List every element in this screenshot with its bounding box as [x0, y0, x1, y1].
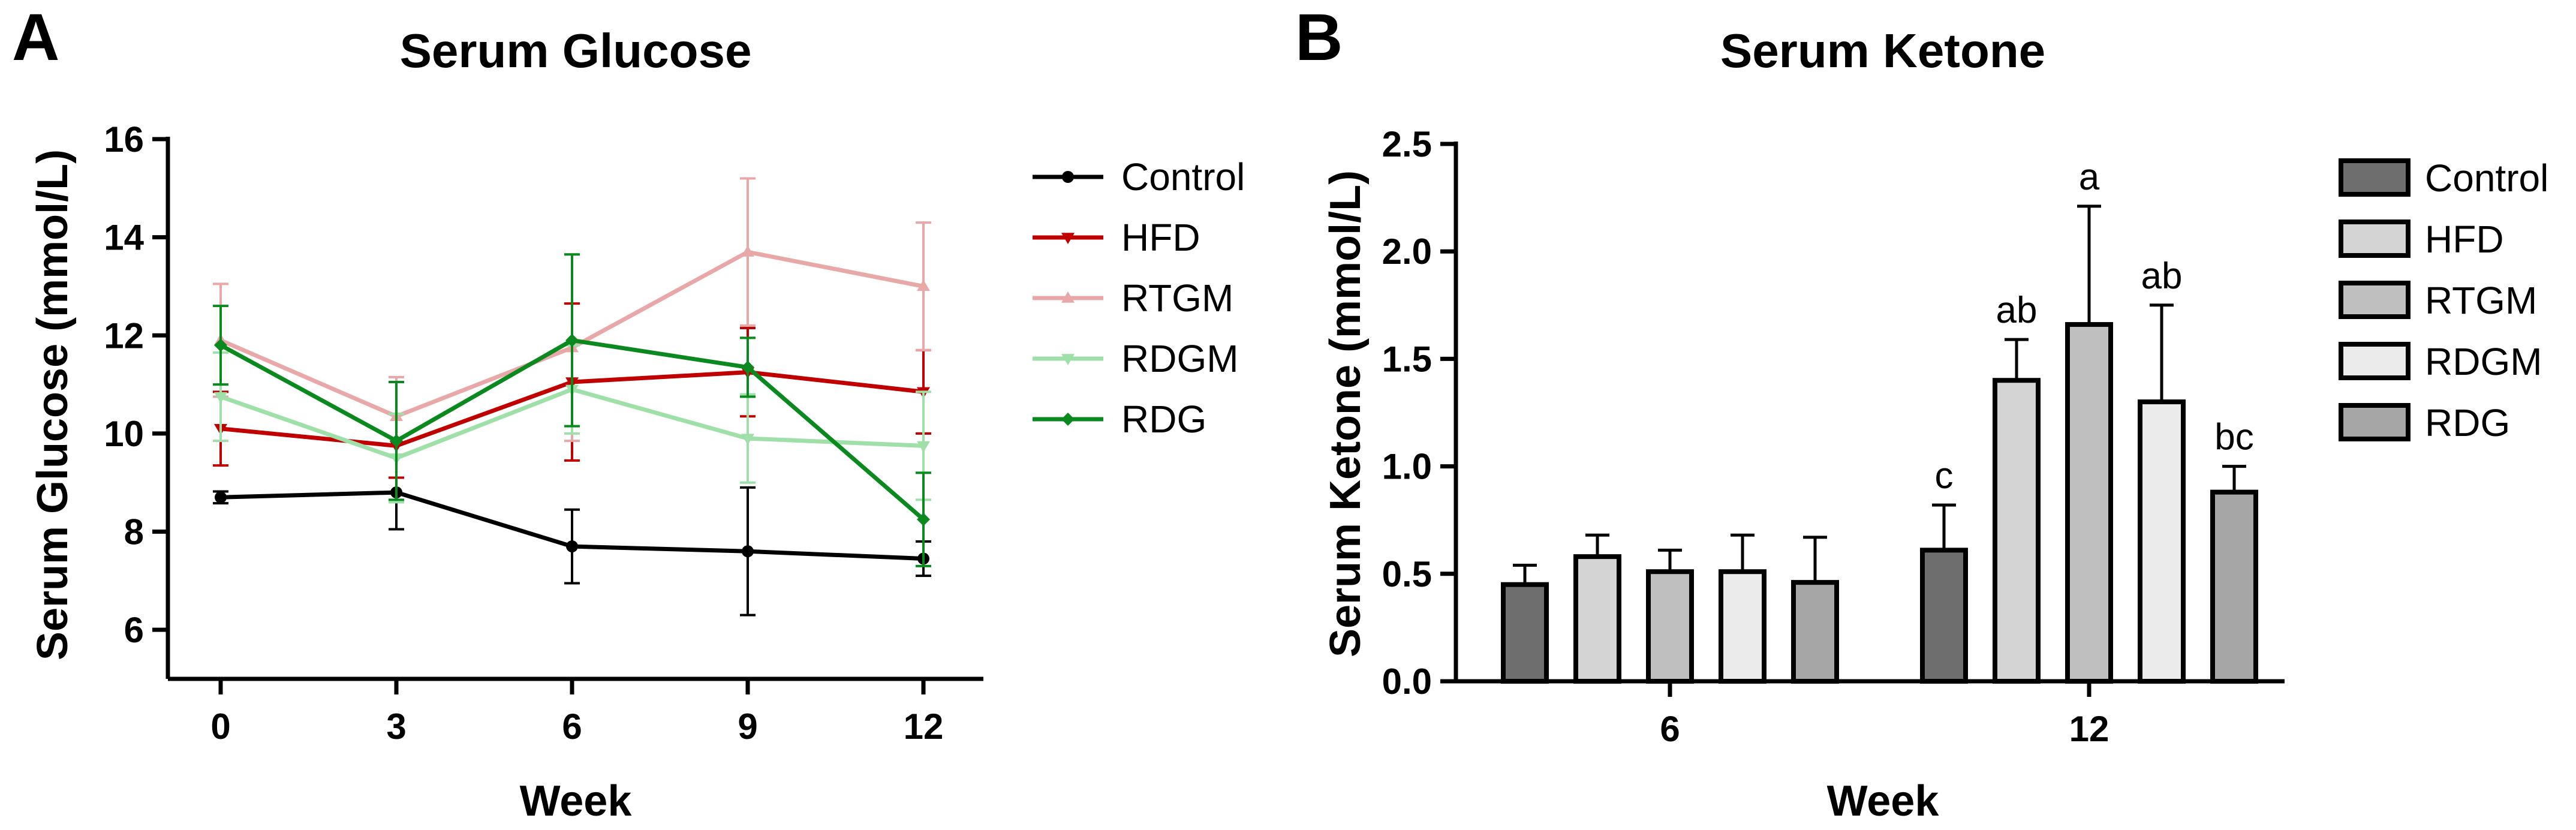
glucose-point: [741, 434, 754, 446]
ketone-bar: [1920, 548, 1968, 684]
glucose-series-rdg: [213, 253, 931, 567]
glucose-point: [741, 245, 754, 257]
ketone-x-axis-label: Week: [1827, 777, 1940, 825]
ketone-y-axis-label: Serum Ketone (mmol/L): [1322, 170, 1370, 657]
ketone-significance-label: a: [2079, 157, 2100, 198]
ketone-legend-swatch: [2339, 158, 2411, 197]
glucose-legend-marker: [1061, 233, 1075, 244]
glucose-legend-label: HFD: [1121, 216, 1200, 259]
glucose-x-axis-label: Week: [520, 777, 633, 825]
ketone-bar: [1993, 378, 2041, 684]
ketone-y-tick-label: 2.0: [1382, 231, 1432, 272]
glucose-legend-marker: [1062, 171, 1074, 183]
ketone-bar: [2065, 322, 2113, 684]
glucose-x-tick-label: 3: [386, 706, 406, 747]
ketone-bar: [1791, 580, 1839, 684]
ketone-legend-label: HFD: [2425, 218, 2504, 261]
glucose-y-tick-label: 6: [124, 610, 144, 650]
glucose-point: [565, 333, 579, 347]
ketone-bar: [2138, 399, 2186, 684]
ketone-chart-title: Serum Ketone: [1720, 24, 2045, 77]
glucose-point: [917, 513, 930, 527]
glucose-legend-label: RDGM: [1121, 337, 1239, 380]
ketone-axes: 0.0 0.5 1.0 1.5 2.0 2.5 6 12: [1382, 124, 2285, 749]
ketone-x-tick-label: 6: [1660, 709, 1680, 749]
glucose-x-tick-label: 6: [562, 706, 582, 747]
glucose-point: [917, 441, 930, 453]
glucose-point: [741, 360, 754, 374]
glucose-y-tick-label: 10: [104, 414, 144, 454]
ketone-bar: [2210, 489, 2258, 684]
glucose-legend-marker: [1061, 291, 1075, 303]
ketone-y-tick-label: 2.5: [1382, 124, 1432, 164]
glucose-y-tick-label: 16: [104, 119, 144, 160]
ketone-significance-label: bc: [2214, 417, 2253, 458]
glucose-y-tick-label: 14: [104, 218, 144, 258]
glucose-point: [566, 540, 578, 553]
ketone-legend-swatch: [2339, 281, 2411, 319]
glucose-x-tick-label: 9: [738, 706, 757, 747]
glucose-point: [214, 338, 227, 352]
glucose-series-control: [213, 454, 931, 617]
ketone-bar: [1719, 569, 1767, 684]
ketone-legend-swatch: [2339, 342, 2411, 380]
glucose-point: [917, 279, 930, 291]
glucose-legend-label: RDG: [1121, 398, 1206, 441]
ketone-legend-label: Control: [2425, 157, 2548, 200]
ketone-x-tick-label: 12: [2069, 709, 2109, 749]
ketone-legend-swatch: [2339, 219, 2411, 258]
glucose-point: [742, 545, 754, 558]
glucose-legend-label: Control: [1121, 155, 1245, 199]
glucose-legend: Control HFD RTGM RDGM RDG: [1033, 155, 1245, 441]
ketone-bar: [1646, 569, 1694, 684]
ketone-y-tick-label: 1.5: [1382, 339, 1432, 379]
glucose-y-axis-label: Serum Glucose (mmol/L): [29, 149, 77, 660]
glucose-chart-title: Serum Glucose: [400, 24, 752, 77]
ketone-legend: Control HFD RTGM RDGM RDG: [2339, 157, 2548, 444]
ketone-legend-label: RTGM: [2425, 279, 2537, 322]
glucose-y-tick-label: 8: [124, 512, 144, 552]
glucose-x-tick-label: 0: [210, 706, 230, 747]
ketone-y-tick-label: 0.0: [1382, 661, 1432, 702]
panel-letter-a: A: [12, 1, 59, 74]
ketone-bars-group: c ab a ab bc: [1501, 157, 2258, 684]
glucose-x-tick-label: 12: [904, 706, 944, 747]
glucose-point: [390, 434, 403, 448]
glucose-axes: 6 8 10 12 14 16 0 3 6 9 12: [104, 119, 983, 747]
glucose-panel: A Serum Glucose Serum Glucose (mmol/L) W…: [12, 1, 1245, 825]
ketone-bar: [1573, 554, 1621, 684]
glucose-point: [214, 392, 227, 404]
ketone-significance-label: ab: [2141, 255, 2183, 297]
ketone-y-tick-label: 0.5: [1382, 554, 1432, 594]
ketone-legend-swatch: [2339, 403, 2411, 441]
ketone-panel: B Serum Ketone Serum Ketone (mmol/L) Wee…: [1295, 1, 2548, 825]
ketone-bar: [1501, 582, 1549, 684]
glucose-y-tick-label: 12: [104, 315, 144, 356]
glucose-legend-label: RTGM: [1121, 276, 1233, 320]
glucose-legend-marker: [1061, 413, 1075, 426]
glucose-legend-marker: [1061, 354, 1075, 365]
glucose-series-group: [213, 177, 931, 617]
ketone-y-tick-label: 1.0: [1382, 447, 1432, 487]
ketone-significance-label: c: [1935, 455, 1954, 497]
ketone-significance-label: ab: [1996, 290, 2038, 331]
glucose-point: [215, 491, 227, 504]
ketone-legend-label: RDG: [2425, 401, 2510, 444]
panel-letter-b: B: [1295, 1, 1343, 74]
ketone-legend-label: RDGM: [2425, 340, 2542, 383]
